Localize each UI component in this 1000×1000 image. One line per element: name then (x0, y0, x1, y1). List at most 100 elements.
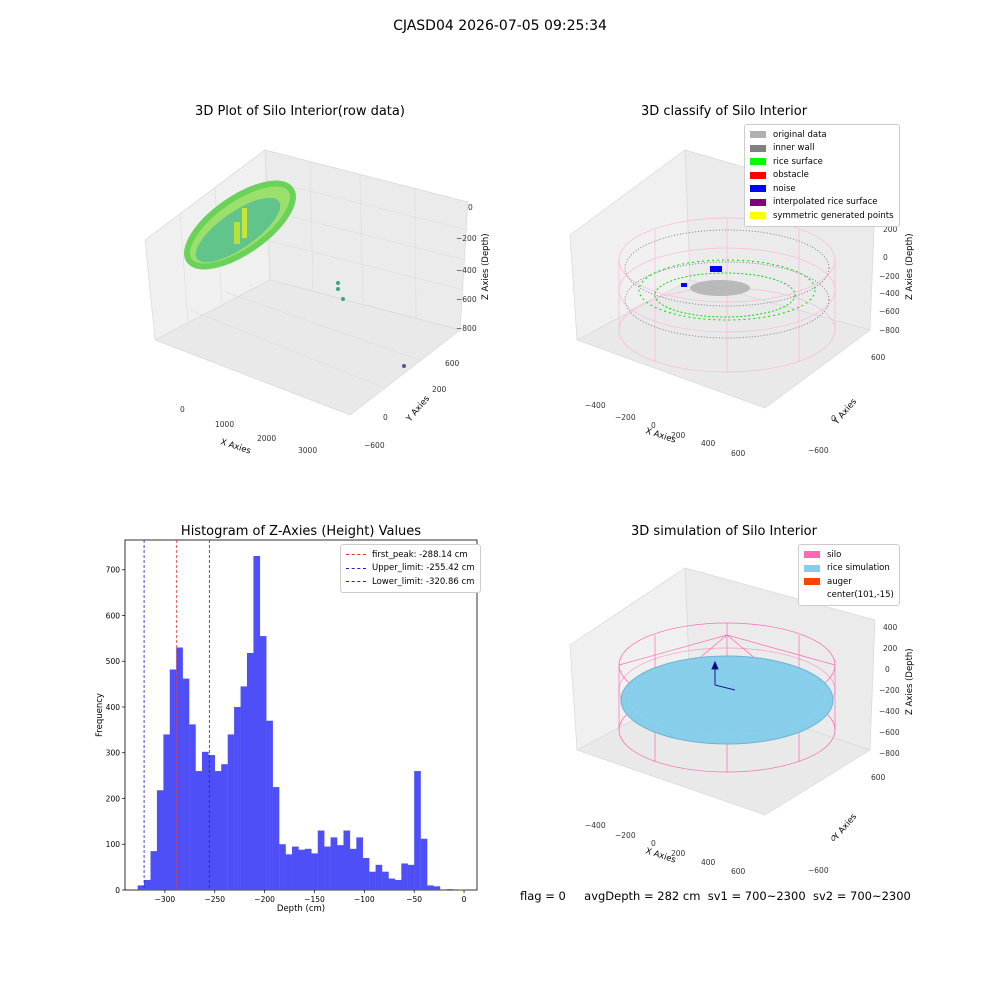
histogram-x-tick-label: −150 (304, 895, 325, 904)
histogram-bar (382, 871, 389, 890)
raw-y-tick: −600 (364, 441, 385, 450)
histogram-bar (246, 653, 254, 890)
histogram-y-tick-label: 300 (106, 749, 121, 758)
histogram-y-tick-label: 100 (106, 840, 121, 849)
histogram-bar (176, 647, 183, 890)
chart-title-simulation: 3D simulation of Silo Interior (631, 524, 817, 539)
histogram-bar (388, 878, 396, 890)
raw-z-tick: 0 (468, 203, 473, 212)
avg-depth-text: avgDepth = 282 cm (584, 889, 701, 903)
legend-line (346, 581, 366, 583)
histogram-bar (298, 849, 306, 890)
legend-swatch (750, 158, 766, 166)
histogram-chart: −300 −250 −200 −150 −100 −50 0 0 100 200 300 400 50… (95, 539, 478, 914)
histogram-bar (285, 854, 293, 890)
simulation-3d-plot: −400 −200 0 200 400 600 X Axies 600 0 −6… (569, 567, 915, 876)
chart-title-classify: 3D classify of Silo Interior (640, 104, 808, 119)
histogram-bar (182, 678, 190, 890)
histogram-bar (427, 885, 434, 890)
legend-swatch (750, 212, 766, 220)
histogram-bar (259, 636, 267, 890)
legend-line (346, 554, 366, 556)
legend-swatch (750, 198, 766, 206)
histogram-bar (369, 871, 376, 890)
histogram-bar (336, 845, 344, 890)
classify-rice-surface (638, 259, 816, 321)
legend-swatch (750, 185, 766, 193)
legend-swatch (804, 564, 820, 572)
classify-x-label: X Axies (644, 426, 677, 445)
simulation-x-tick: −200 (615, 831, 636, 840)
histogram-bar (292, 846, 299, 890)
raw-z-ticks: 0 −200 −400 −600 −800 (456, 203, 477, 333)
histogram-x-tick-label: −250 (204, 895, 225, 904)
classify-y-label: Y Axies (831, 397, 859, 428)
legend-entry: noise (773, 183, 796, 194)
histogram-bars (137, 556, 466, 890)
raw-y-tick: 0 (383, 413, 388, 422)
classify-y-tick: 0 (831, 414, 836, 423)
simulation-y-ticks: 600 0 −600 (808, 773, 886, 875)
status-footer: flag = 0 avgDepth = 282 cm sv1 = 700~230… (520, 889, 911, 903)
legend-swatch (804, 592, 820, 599)
simulation-x-ticks: −400 −200 0 200 400 600 (585, 821, 746, 876)
raw-y-ticks: 600 200 0 −600 (364, 359, 460, 450)
histogram-bar (253, 556, 261, 890)
raw-z-tick: −800 (456, 324, 477, 333)
classify-z-label: Z Axies (Depth) (905, 233, 915, 300)
classify-legend: original data inner wall rice surface ob… (744, 124, 900, 227)
histogram-y-tick-label: 200 (106, 794, 121, 803)
legend-entry: symmetric generated points (773, 210, 894, 221)
histogram-bar (163, 734, 171, 890)
classify-z-tick: −800 (879, 326, 900, 335)
legend-line (346, 567, 366, 569)
raw-z-tick: −400 (456, 266, 477, 275)
classify-y-ticks: 600 0 −600 (808, 353, 886, 455)
histogram-x-tick-label: 0 (462, 895, 467, 904)
histogram-bar (214, 771, 222, 890)
simulation-legend: silo rice simulation auger center(101,-1… (798, 544, 900, 606)
raw-3d-plot: 0 1000 2000 3000 X Axies 600 200 0 −600 … (144, 149, 491, 457)
legend-entry: center(101,-15) (827, 590, 894, 601)
classify-z-tick: 0 (883, 253, 888, 262)
raw-y-tick: 200 (432, 385, 447, 394)
raw-y-tick: 600 (445, 359, 460, 368)
simulation-auger (711, 660, 736, 691)
legend-entry: silo (827, 549, 842, 560)
simulation-y-tick: −600 (808, 866, 829, 875)
raw-x-ticks: 0 1000 2000 3000 (180, 405, 317, 455)
classify-z-tick: −200 (879, 272, 900, 281)
histogram-x-ticks: −300 −250 −200 −150 −100 −50 0 (155, 890, 467, 904)
histogram-bar (227, 734, 235, 890)
histogram-bar (201, 751, 209, 890)
classify-y-tick: 600 (871, 353, 886, 362)
simulation-z-tick: −400 (879, 707, 900, 716)
legend-entry: interpolated rice surface (773, 197, 878, 208)
legend-entry: obstacle (773, 170, 809, 181)
simulation-z-tick: −600 (879, 728, 900, 737)
histogram-bar (189, 724, 196, 890)
histogram-bar (150, 851, 158, 890)
histogram-x-tick-label: −100 (354, 895, 375, 904)
simulation-z-label: Z Axies (Depth) (905, 648, 915, 715)
simulation-rice-surface (620, 655, 834, 745)
raw-point-cloud (184, 180, 406, 368)
histogram-bar (137, 885, 145, 890)
classify-x-tick: 200 (671, 431, 686, 440)
histogram-bar (349, 848, 357, 890)
histogram-threshold-lines (143, 540, 210, 890)
histogram-bar (221, 764, 228, 890)
legend-entry: Upper_limit: -255.42 cm (372, 563, 475, 574)
raw-x-tick: 0 (180, 405, 185, 414)
histogram-bar (330, 837, 338, 890)
legend-entry: first_peak: -288.14 cm (372, 549, 468, 560)
histogram-x-label: Depth (cm) (277, 904, 325, 914)
raw-3d-box (144, 149, 469, 416)
simulation-z-tick: 400 (883, 623, 898, 632)
classify-x-tick: 400 (701, 439, 716, 448)
histogram-bar (240, 686, 248, 890)
histogram-y-tick-label: 400 (106, 703, 121, 712)
histogram-x-tick-label: −50 (406, 895, 422, 904)
histogram-bar (356, 837, 363, 890)
classify-z-tick: −400 (879, 289, 900, 298)
